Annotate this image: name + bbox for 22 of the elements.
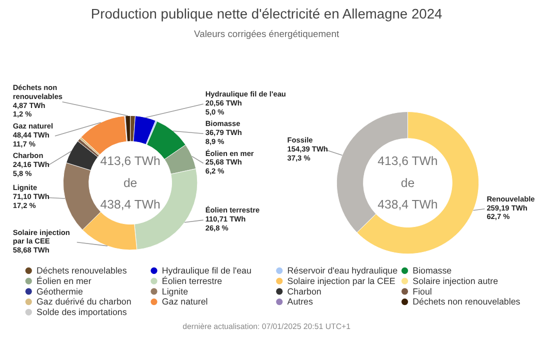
legend-label: Fioul (412, 286, 432, 296)
text: 413,6 TWh de 438,4 TWh (100, 154, 160, 212)
legend-label: Gaz duérivé du charbon (36, 296, 132, 307)
text: 413,6 TWh de 438,4 TWh (378, 154, 438, 212)
legend-label: Hydraulique fil de l'eau (162, 266, 252, 276)
legend-label: Géothermie (36, 286, 83, 296)
legend-label: Éolien terrestre (162, 276, 222, 286)
text: dernière actualisation: 07/01/2025 20:51 UTC+1 (182, 322, 350, 331)
legend-label: Solde des importations (36, 307, 128, 318)
legend-label: Éolien en mer (36, 276, 92, 286)
legend-label: Déchets non renouvelables (412, 296, 521, 307)
legend-label: Solaire injection par la CEE (287, 276, 396, 286)
legend-label: Déchets renouvelables (36, 266, 128, 276)
legend-label: Biomasse (412, 266, 452, 276)
legend-label: Lignite (162, 286, 188, 296)
legend-label: Solaire injection autre (412, 276, 498, 286)
chart-title: Production publique nette d'électricité en Allemagne 2024 (90, 5, 442, 22)
legend-label: Charbon (287, 286, 322, 296)
legend-label: Réservoir d'eau hydraulique (287, 266, 398, 276)
legend-label: Autres (287, 296, 314, 307)
chart-subtitle: Valeurs corrigées énergétiquement (194, 29, 340, 40)
legend-label: Gaz naturel (162, 296, 208, 307)
